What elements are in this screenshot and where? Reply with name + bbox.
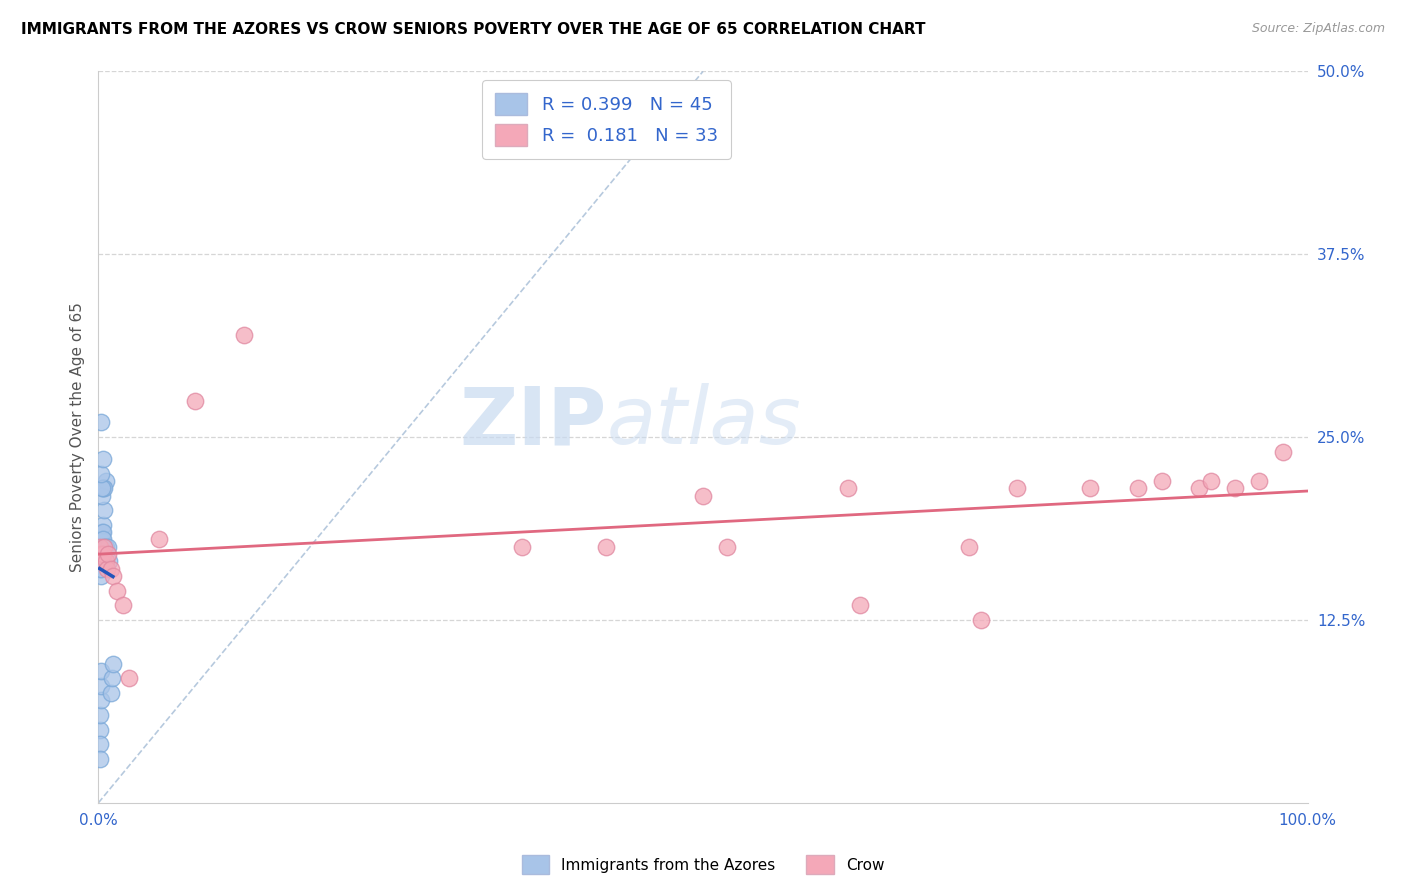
Text: IMMIGRANTS FROM THE AZORES VS CROW SENIORS POVERTY OVER THE AGE OF 65 CORRELATIO: IMMIGRANTS FROM THE AZORES VS CROW SENIO… bbox=[21, 22, 925, 37]
Point bbox=[91, 489, 114, 503]
Point bbox=[90, 540, 112, 554]
Point bbox=[90, 664, 112, 678]
Point bbox=[93, 540, 115, 554]
Point bbox=[232, 327, 254, 342]
Point bbox=[94, 474, 117, 488]
Point bbox=[93, 540, 115, 554]
Point bbox=[90, 679, 112, 693]
Point bbox=[1188, 481, 1211, 495]
Point bbox=[90, 569, 112, 583]
Y-axis label: Seniors Poverty Over the Age of 65: Seniors Poverty Over the Age of 65 bbox=[69, 302, 84, 572]
Legend: R = 0.399   N = 45, R =  0.181   N = 33: R = 0.399 N = 45, R = 0.181 N = 33 bbox=[482, 80, 731, 159]
Point bbox=[184, 393, 207, 408]
Point bbox=[89, 547, 111, 561]
Point bbox=[118, 672, 141, 686]
Point bbox=[1223, 481, 1246, 495]
Point bbox=[90, 547, 112, 561]
Point bbox=[91, 547, 114, 561]
Point bbox=[89, 540, 111, 554]
Point bbox=[90, 533, 112, 547]
Point bbox=[90, 693, 112, 707]
Point bbox=[97, 540, 120, 554]
Point bbox=[1249, 474, 1271, 488]
Point bbox=[91, 481, 114, 495]
Point bbox=[91, 554, 114, 568]
Point bbox=[970, 613, 993, 627]
Point bbox=[1078, 481, 1101, 495]
Point bbox=[89, 547, 111, 561]
Point bbox=[89, 708, 111, 723]
Point bbox=[91, 533, 114, 547]
Point bbox=[692, 489, 714, 503]
Point bbox=[91, 554, 114, 568]
Point bbox=[89, 723, 111, 737]
Point bbox=[91, 540, 114, 554]
Point bbox=[957, 540, 980, 554]
Point bbox=[89, 554, 111, 568]
Point bbox=[90, 416, 112, 430]
Point bbox=[98, 554, 121, 568]
Point bbox=[93, 503, 115, 517]
Point bbox=[90, 562, 112, 576]
Point bbox=[89, 752, 111, 766]
Point bbox=[91, 554, 114, 568]
Text: ZIP: ZIP bbox=[458, 384, 606, 461]
Point bbox=[1272, 444, 1295, 458]
Point bbox=[100, 686, 122, 700]
Point bbox=[111, 599, 134, 613]
Point bbox=[89, 540, 111, 554]
Point bbox=[91, 525, 114, 540]
Point bbox=[89, 562, 111, 576]
Point bbox=[93, 481, 115, 495]
Point bbox=[1152, 474, 1174, 488]
Point bbox=[1128, 481, 1150, 495]
Point bbox=[89, 737, 111, 751]
Point bbox=[148, 533, 170, 547]
Point bbox=[91, 481, 114, 495]
Point bbox=[89, 533, 111, 547]
Point bbox=[105, 583, 128, 598]
Point bbox=[90, 467, 112, 481]
Point bbox=[94, 554, 117, 568]
Point bbox=[1199, 474, 1222, 488]
Point bbox=[100, 672, 122, 686]
Point bbox=[101, 657, 124, 671]
Point bbox=[837, 481, 859, 495]
Point bbox=[595, 540, 617, 554]
Point bbox=[97, 547, 120, 561]
Point bbox=[101, 569, 124, 583]
Point bbox=[510, 540, 533, 554]
Point bbox=[90, 547, 112, 561]
Point bbox=[90, 554, 112, 568]
Point bbox=[849, 599, 872, 613]
Point bbox=[96, 562, 118, 576]
Text: Source: ZipAtlas.com: Source: ZipAtlas.com bbox=[1251, 22, 1385, 36]
Point bbox=[91, 452, 114, 467]
Point bbox=[1007, 481, 1029, 495]
Text: atlas: atlas bbox=[606, 384, 801, 461]
Point bbox=[91, 554, 114, 568]
Legend: Immigrants from the Azores, Crow: Immigrants from the Azores, Crow bbox=[516, 849, 890, 880]
Point bbox=[716, 540, 738, 554]
Point bbox=[91, 517, 114, 532]
Point bbox=[91, 525, 114, 540]
Point bbox=[94, 540, 117, 554]
Point bbox=[91, 540, 114, 554]
Point bbox=[100, 562, 122, 576]
Point bbox=[91, 533, 114, 547]
